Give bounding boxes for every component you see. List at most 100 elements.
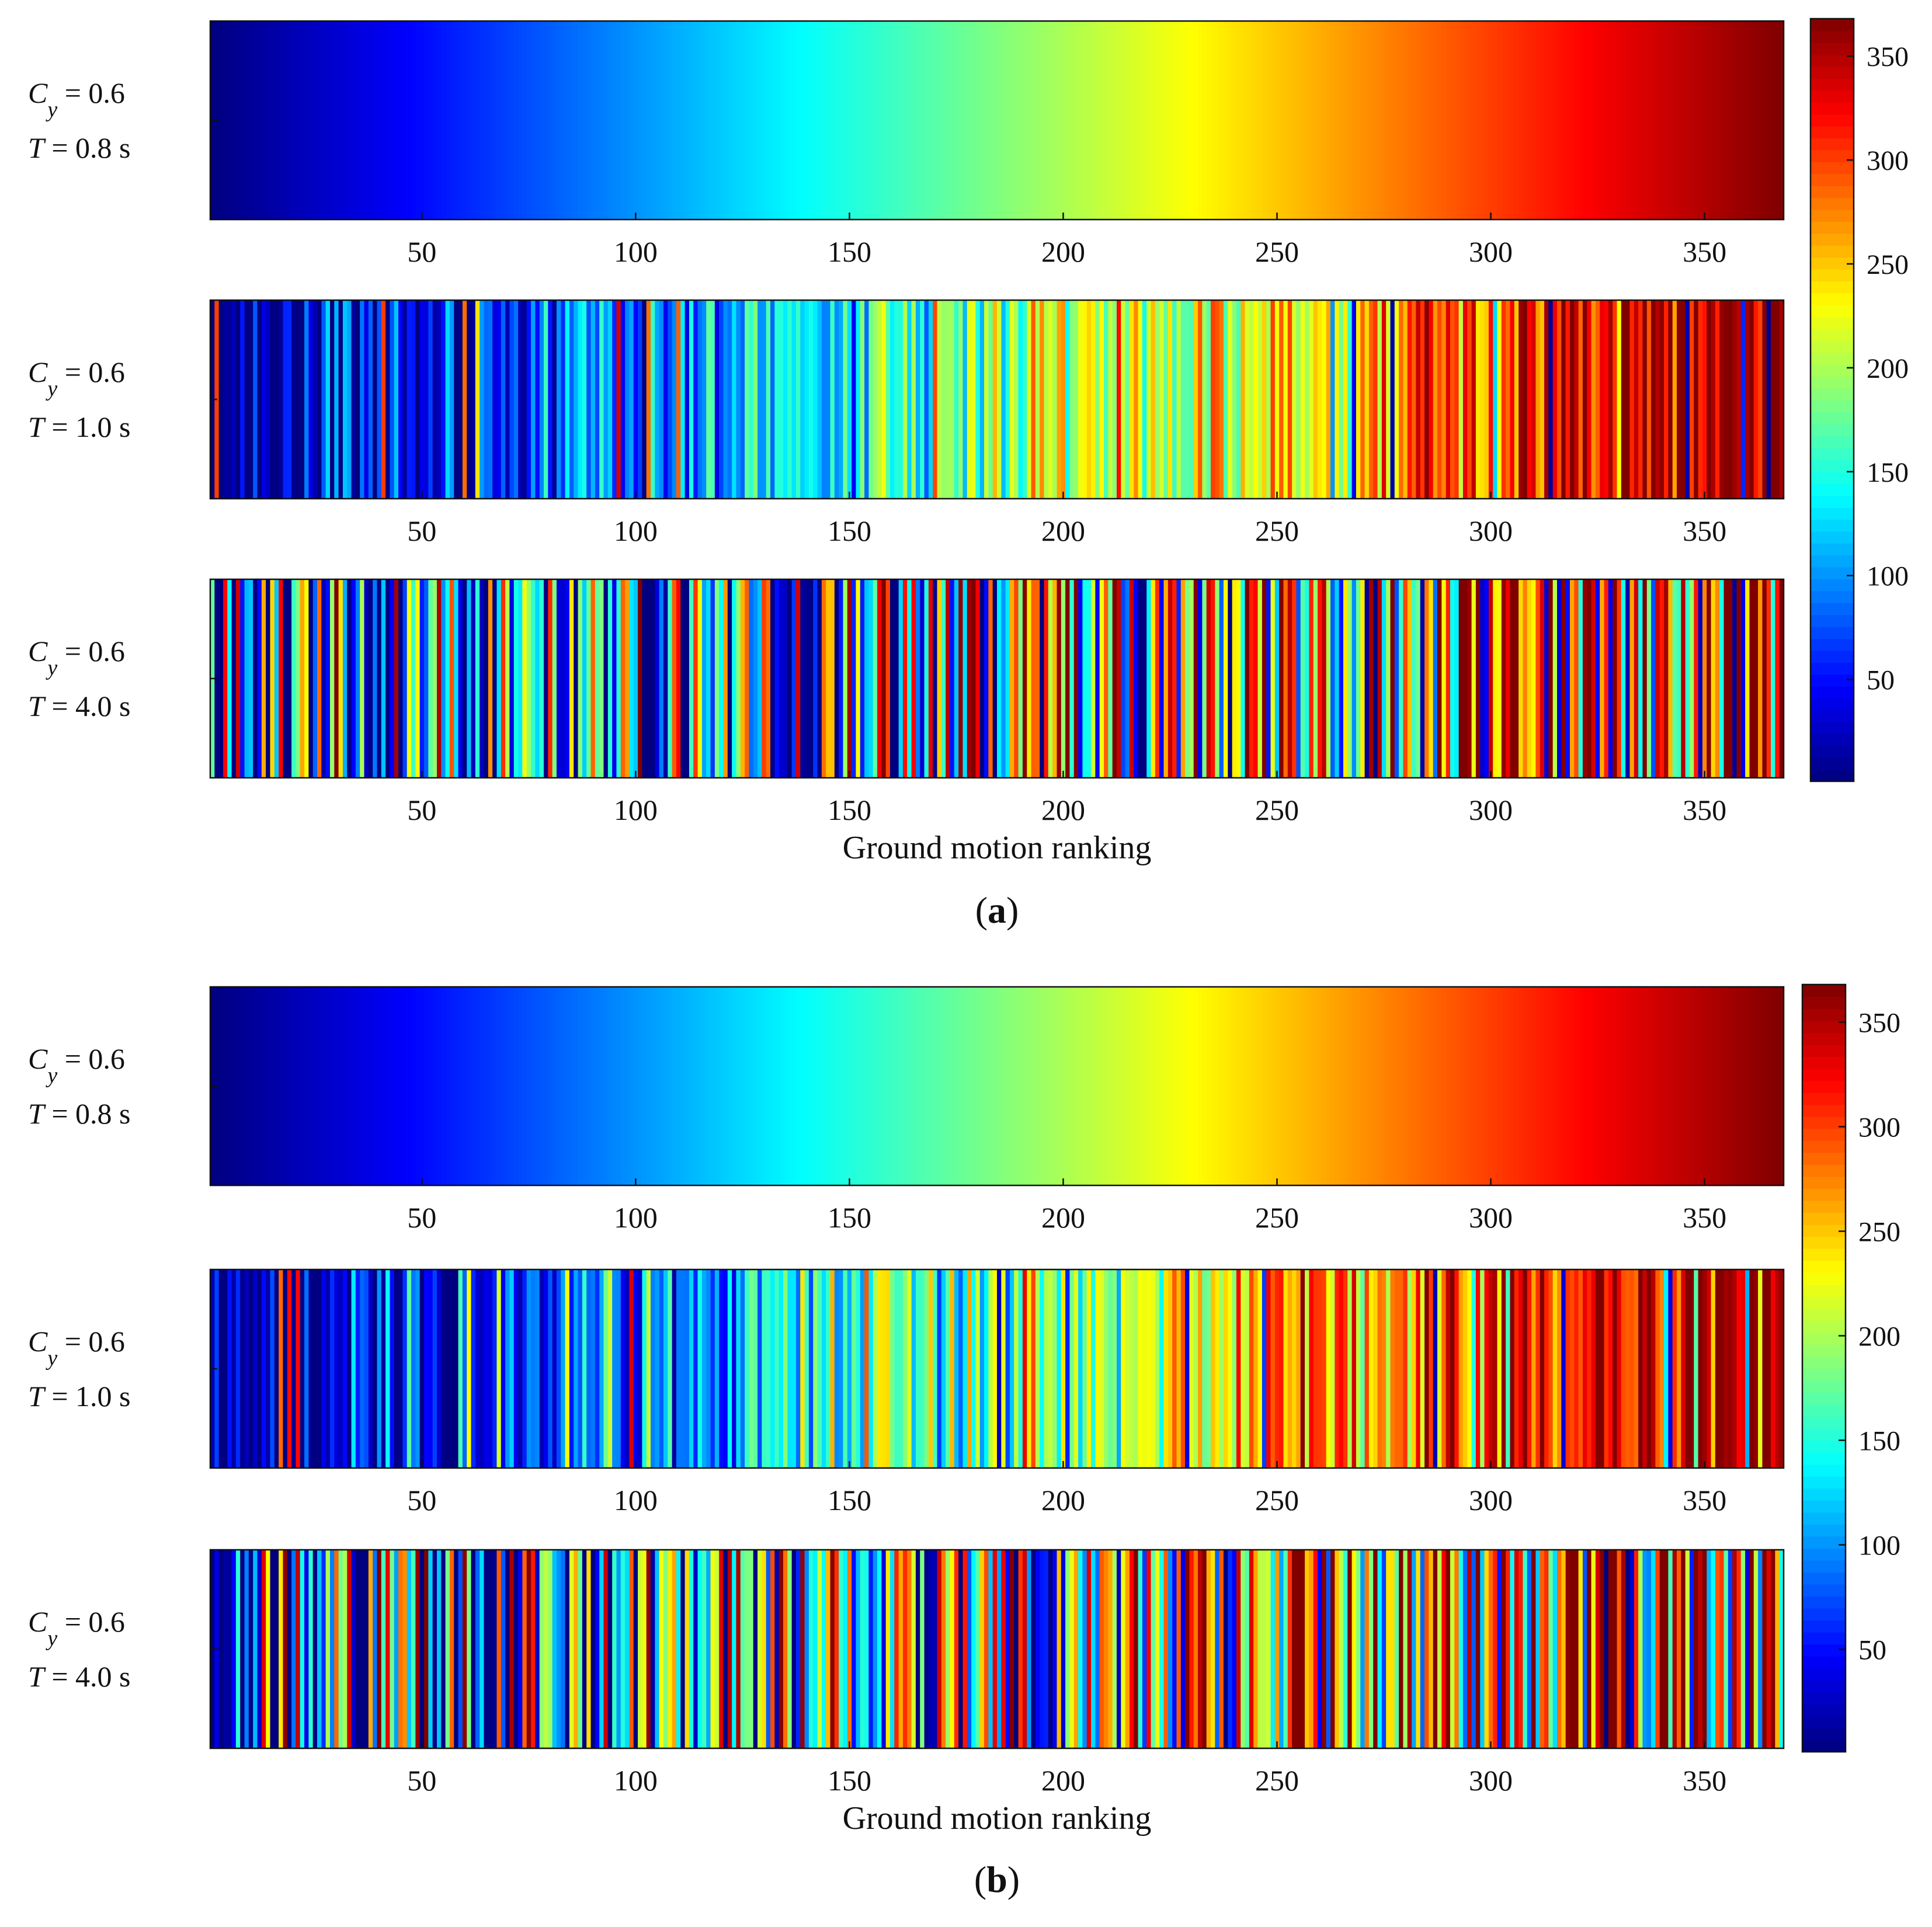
heatmap-cell [1437, 300, 1443, 499]
heatmap-cell [1322, 987, 1327, 1185]
heatmap-cell [1510, 1550, 1515, 1748]
heatmap-cell [1373, 1269, 1378, 1468]
heatmap-cell [1236, 300, 1242, 499]
heatmap-cell [518, 1550, 523, 1748]
heatmap-cell [1475, 21, 1481, 220]
heatmap-cell [1617, 987, 1622, 1185]
heatmap-cell [620, 1269, 626, 1468]
heatmap-cell [607, 1550, 613, 1748]
heatmap-cell [599, 21, 604, 220]
heatmap-cell [1347, 21, 1353, 220]
heatmap-cell [1617, 579, 1622, 778]
heatmap-cell [1488, 1269, 1494, 1468]
heatmap-cell [496, 1550, 502, 1748]
heatmap-cell [1104, 987, 1109, 1185]
heatmap-cell [304, 579, 310, 778]
heatmap-cell [1689, 21, 1695, 220]
heatmap-cell [1621, 1269, 1627, 1468]
heatmap-cell [753, 1269, 758, 1468]
heatmap-cell [1001, 300, 1006, 499]
heatmap-cell [1215, 1550, 1220, 1748]
heatmap-cell [296, 579, 301, 778]
heatmap-cell [629, 21, 634, 220]
heatmap-cell [496, 300, 502, 499]
heatmap-cell [1283, 579, 1288, 778]
heatmap-cell [462, 21, 468, 220]
heatmap-cell [539, 987, 544, 1185]
x-tick-label: 50 [407, 1484, 436, 1516]
heatmap-cell [1155, 987, 1160, 1185]
cy-value: = 0.6 [57, 1042, 125, 1075]
heatmap-cell [787, 1550, 793, 1748]
heatmap-cell [1099, 579, 1104, 778]
heatmap-cell [1672, 987, 1677, 1185]
heatmap-cell [655, 21, 660, 220]
heatmap-cell [334, 987, 339, 1185]
heatmap-cell [1715, 21, 1721, 220]
heatmap-cell [488, 579, 494, 778]
heatmap-cell [1565, 300, 1570, 499]
heatmap-cell [864, 1269, 870, 1468]
heatmap-cell [244, 21, 249, 220]
heatmap-cell [1519, 579, 1524, 778]
heatmap-cell [719, 1269, 724, 1468]
heatmap-cell [1582, 579, 1588, 778]
heatmap-cell [398, 579, 404, 778]
heatmap-cell [1027, 21, 1032, 220]
heatmap-cell [394, 1269, 399, 1468]
heatmap-cell [1125, 1550, 1130, 1748]
heatmap-cell [607, 300, 613, 499]
heatmap-cell [1519, 300, 1524, 499]
heatmap-cell [1351, 1269, 1357, 1468]
heatmap-cell [1591, 1269, 1596, 1468]
heatmap-cell [1646, 300, 1652, 499]
heatmap-cell [406, 1269, 412, 1468]
heatmap-cell [663, 1269, 669, 1468]
heatmap-cell [1681, 21, 1686, 220]
heatmap-cell [544, 1269, 549, 1468]
heatmap-cell [411, 1550, 416, 1748]
heatmap-cell [1381, 300, 1387, 499]
heatmap-cell [454, 21, 459, 220]
heatmap-cell [1108, 300, 1113, 499]
heatmap-cell [1099, 300, 1104, 499]
heatmap-cell [723, 1550, 728, 1748]
heatmap-cell [1557, 987, 1562, 1185]
heatmap-cell [1146, 987, 1152, 1185]
colorbar-segment [1802, 1320, 1846, 1333]
heatmap-cell [1638, 300, 1643, 499]
heatmap-cell [1044, 300, 1049, 499]
heatmap-cell [274, 1269, 280, 1468]
heatmap-cell [603, 300, 609, 499]
heatmap-cell [612, 1269, 617, 1468]
heatmap-cell [800, 579, 805, 778]
x-tick-label: 150 [828, 1201, 871, 1234]
row-label: Cy = 0.6T = 4.0 s [28, 635, 130, 722]
t-value: = 1.0 s [44, 1380, 131, 1413]
heatmap-cell [1578, 1550, 1583, 1748]
heatmap-cell [544, 987, 549, 1185]
heatmap-cell [672, 1550, 677, 1748]
heatmap-cell [1228, 300, 1233, 499]
heatmap-cell [1445, 300, 1451, 499]
colorbar-segment [1802, 1056, 1846, 1069]
heatmap-cell [1206, 987, 1211, 1185]
heatmap-cell [223, 987, 228, 1185]
colorbar-segment [1802, 1716, 1846, 1728]
heatmap-cell [556, 1550, 562, 1748]
x-tick-label: 350 [1683, 235, 1726, 268]
heatmap-cell [1557, 579, 1562, 778]
colorbar-segment [1802, 1727, 1846, 1741]
heatmap-cell [1091, 579, 1096, 778]
heatmap-cell [1552, 21, 1558, 220]
heatmap-cell [1749, 21, 1754, 220]
heatmap-cell [1232, 579, 1237, 778]
heatmap-cell [1497, 21, 1502, 220]
heatmap-cell [762, 21, 767, 220]
heatmap-cell [1394, 987, 1400, 1185]
heatmap-cell [398, 987, 404, 1185]
heatmap-cell [1142, 300, 1148, 499]
